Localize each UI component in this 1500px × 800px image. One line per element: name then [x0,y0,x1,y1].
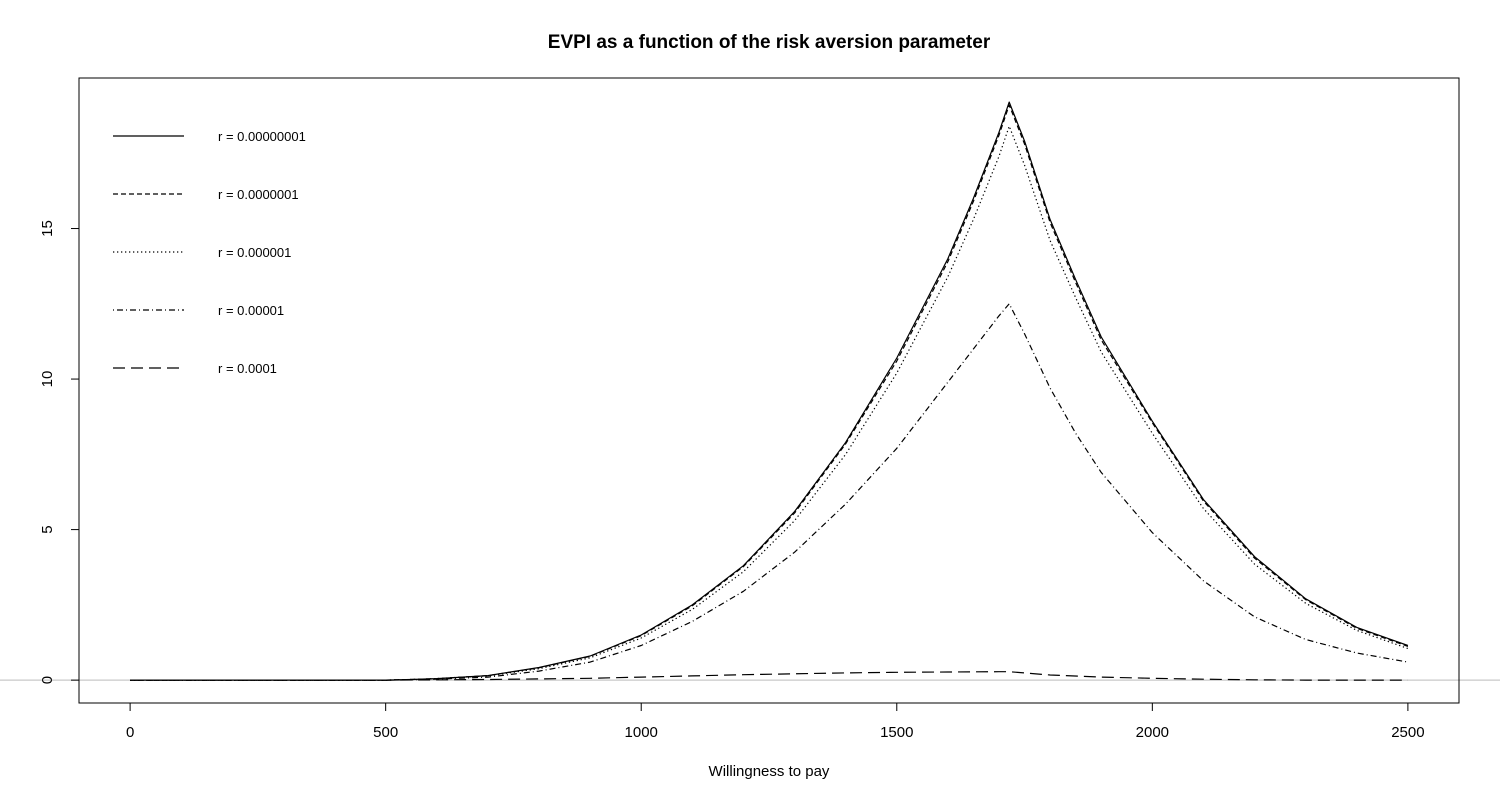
legend: r = 0.00000001 r = 0.0000001 r = 0.000001 r… [113,129,306,376]
legend-label-4: r = 0.00001 [218,303,284,318]
series-line-5 [130,671,1408,681]
plot-series [130,101,1409,681]
x-tick-label: 1500 [880,724,913,741]
x-tick-label: 2500 [1391,724,1424,741]
x-tick-label: 500 [373,724,398,741]
y-tick-label: 0 [39,676,56,684]
x-tick-label: 0 [126,724,134,741]
x-axis: 0 500 1000 1500 2000 2500 [126,702,1425,741]
series-line-1 [130,101,1409,681]
series-line-4 [130,303,1409,681]
y-tick-label: 10 [39,371,56,388]
y-axis: 0 5 10 15 [39,220,80,684]
series-line-3 [130,125,1409,681]
legend-label-1: r = 0.00000001 [218,129,306,144]
legend-label-5: r = 0.0001 [218,361,277,376]
y-tick-label: 15 [39,220,56,237]
legend-label-3: r = 0.000001 [218,245,291,260]
x-axis-label: Willingness to pay [709,763,830,780]
chart-title: EVPI as a function of the risk aversion … [548,32,991,53]
x-tick-label: 2000 [1136,724,1169,741]
series-line-2 [130,104,1409,681]
y-tick-label: 5 [39,525,56,533]
plot-frame [78,77,1460,704]
x-tick-label: 1000 [625,724,658,741]
legend-label-2: r = 0.0000001 [218,187,299,202]
